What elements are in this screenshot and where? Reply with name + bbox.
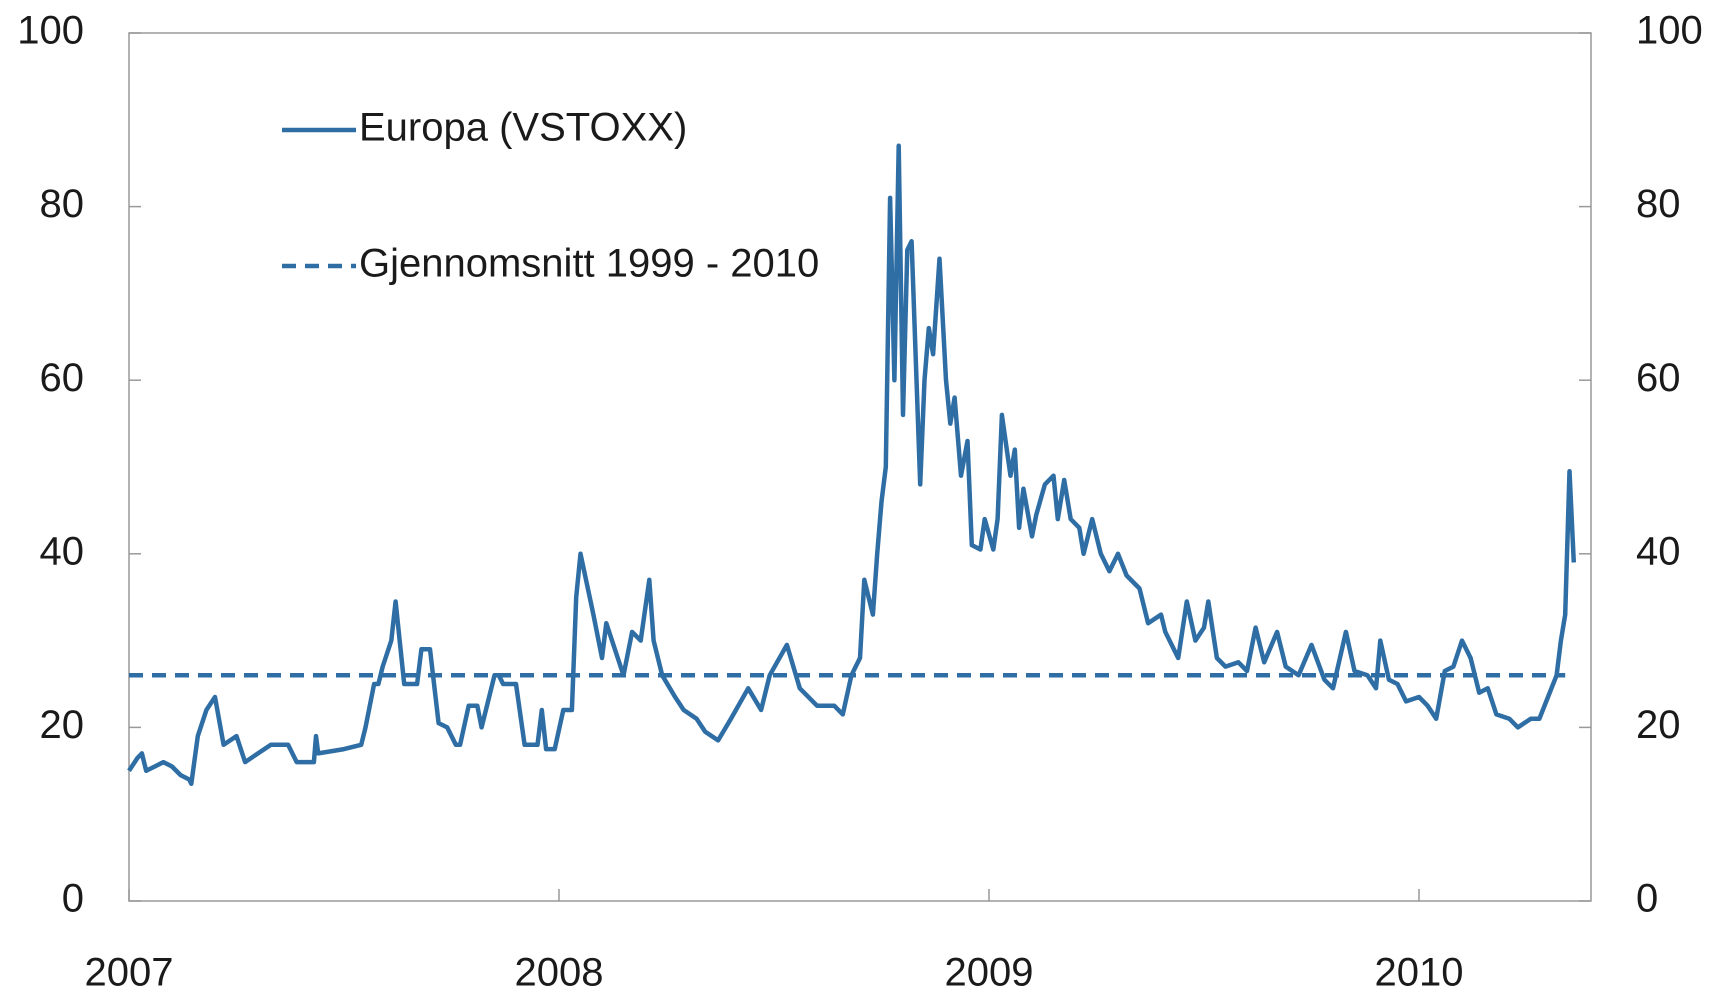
legend-label: Europa (VSTOXX) bbox=[359, 106, 687, 150]
y2-tick-label: 0 bbox=[1636, 877, 1658, 921]
y2-tick-label: 80 bbox=[1636, 182, 1681, 226]
y-tick-label: 20 bbox=[40, 703, 85, 747]
x-tick-label: 2007 bbox=[85, 951, 174, 995]
plot-frame bbox=[128, 32, 1592, 902]
y-tick-label: 0 bbox=[62, 877, 84, 921]
y-tick-label: 100 bbox=[17, 9, 84, 53]
y2-tick-label: 40 bbox=[1636, 529, 1681, 573]
y2-tick-label: 100 bbox=[1636, 9, 1703, 53]
x-tick-label: 2009 bbox=[945, 951, 1034, 995]
series-line bbox=[127, 143, 1577, 787]
y2-tick-label: 20 bbox=[1636, 703, 1681, 747]
y-tick-label: 40 bbox=[40, 529, 85, 573]
x-tick-label: 2010 bbox=[1375, 951, 1464, 995]
y-tick-label: 80 bbox=[40, 182, 85, 226]
y-tick-label: 60 bbox=[40, 356, 85, 400]
x-tick-label: 2008 bbox=[515, 951, 604, 995]
legend-label: Gjennomsnitt 1999 - 2010 bbox=[359, 242, 819, 286]
y2-tick-label: 60 bbox=[1636, 356, 1681, 400]
